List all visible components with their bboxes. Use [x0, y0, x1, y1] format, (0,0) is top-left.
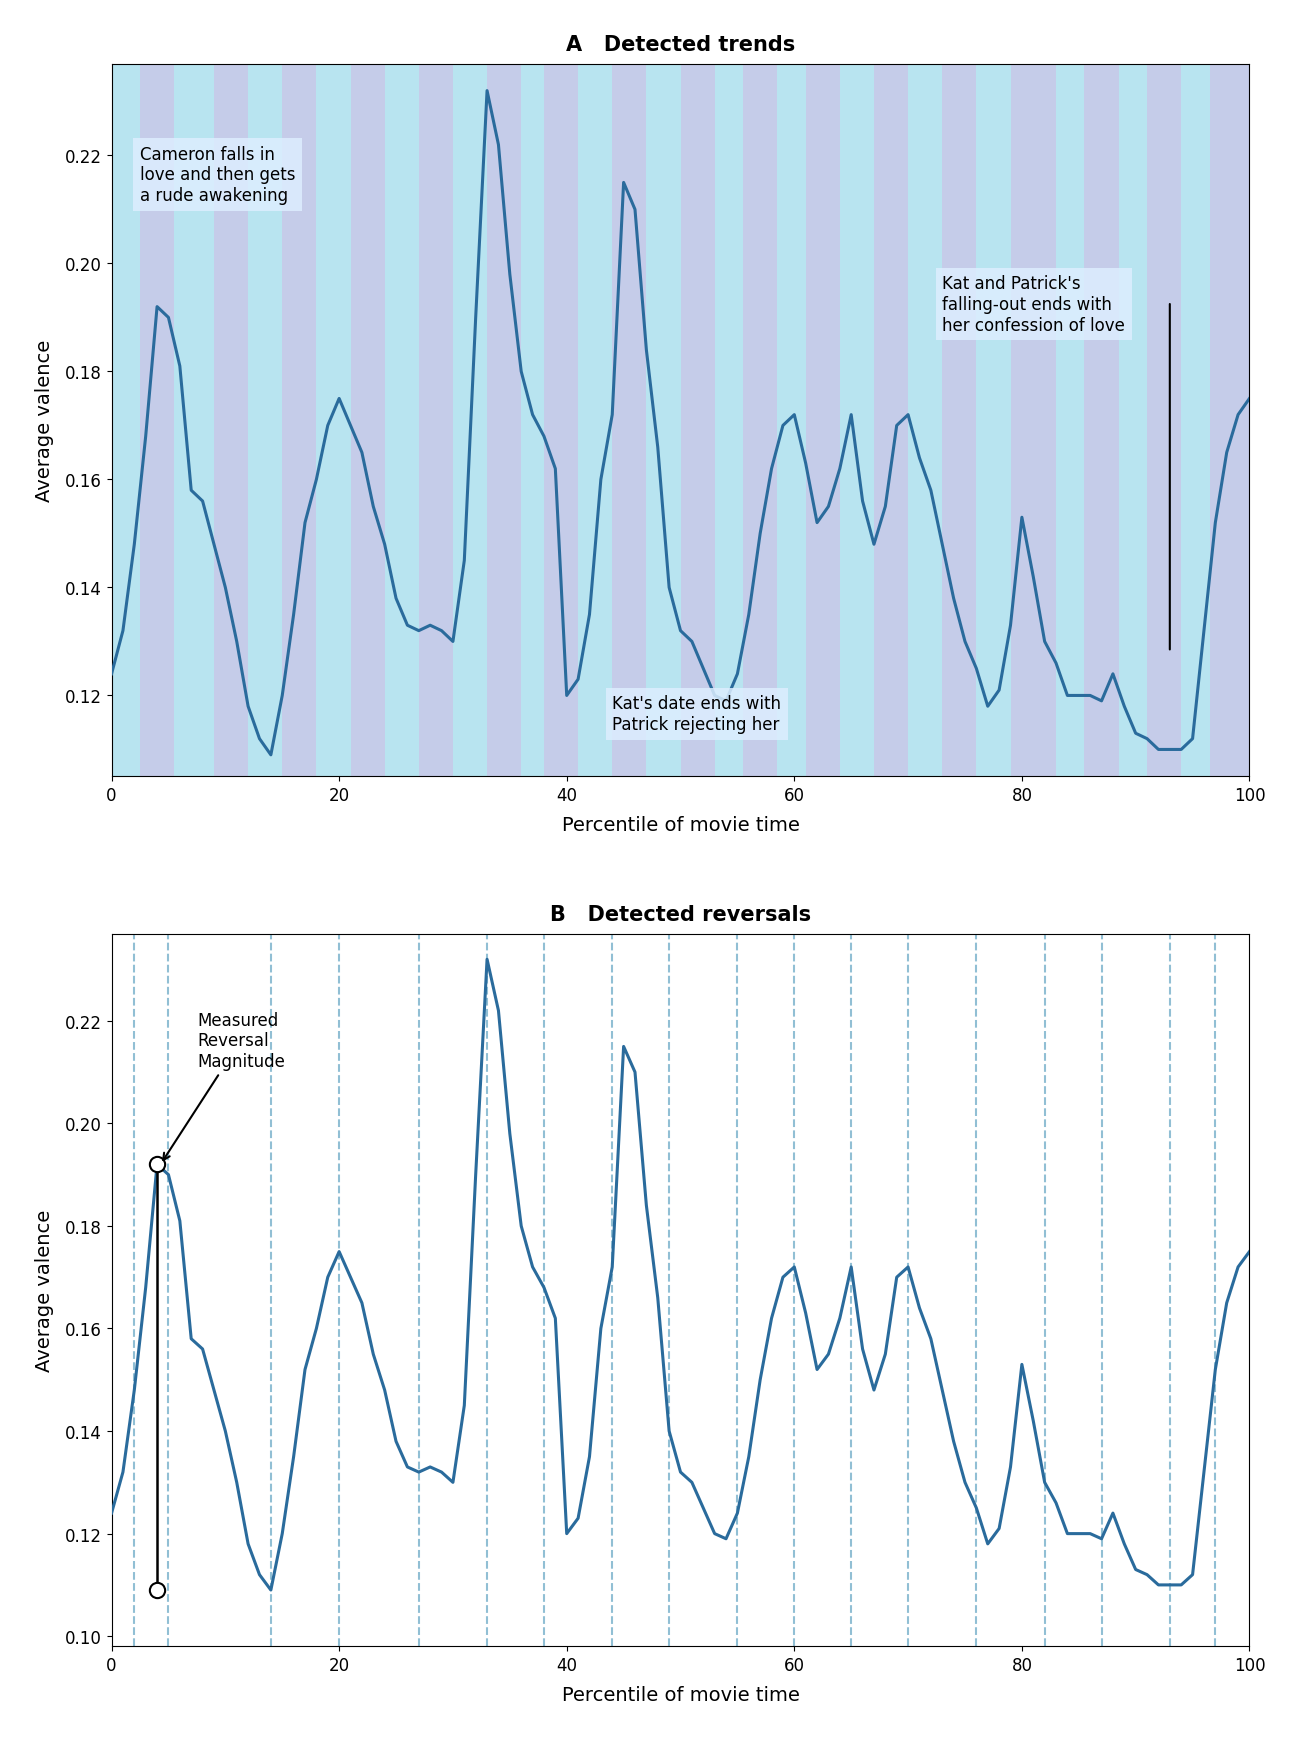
Bar [419, 64, 452, 777]
Bar [214, 64, 248, 777]
X-axis label: Percentile of movie time: Percentile of movie time [562, 1685, 800, 1704]
Bar [351, 64, 385, 777]
Text: Measured
Reversal
Magnitude: Measured Reversal Magnitude [164, 1010, 285, 1160]
Title: A   Detected trends: A Detected trends [566, 35, 796, 54]
Bar [874, 64, 909, 777]
Bar [612, 64, 646, 777]
Bar [1010, 64, 1056, 777]
X-axis label: Percentile of movie time: Percentile of movie time [562, 816, 800, 835]
Bar [1147, 64, 1182, 777]
Title: B   Detected reversals: B Detected reversals [550, 904, 811, 923]
Bar [140, 64, 174, 777]
Y-axis label: Average valence: Average valence [35, 339, 53, 503]
Bar [806, 64, 840, 777]
Text: Kat and Patrick's
falling-out ends with
her confession of love: Kat and Patrick's falling-out ends with … [942, 275, 1124, 334]
Text: Kat's date ends with
Patrick rejecting her: Kat's date ends with Patrick rejecting h… [612, 696, 781, 734]
Y-axis label: Average valence: Average valence [35, 1209, 53, 1372]
Bar [744, 64, 777, 777]
Bar [282, 64, 316, 777]
Text: Cameron falls in
love and then gets
a rude awakening: Cameron falls in love and then gets a ru… [140, 146, 295, 205]
Bar [488, 64, 521, 777]
Bar [942, 64, 976, 777]
Bar [1209, 64, 1249, 777]
Bar [680, 64, 715, 777]
Bar [1084, 64, 1118, 777]
Bar [543, 64, 578, 777]
